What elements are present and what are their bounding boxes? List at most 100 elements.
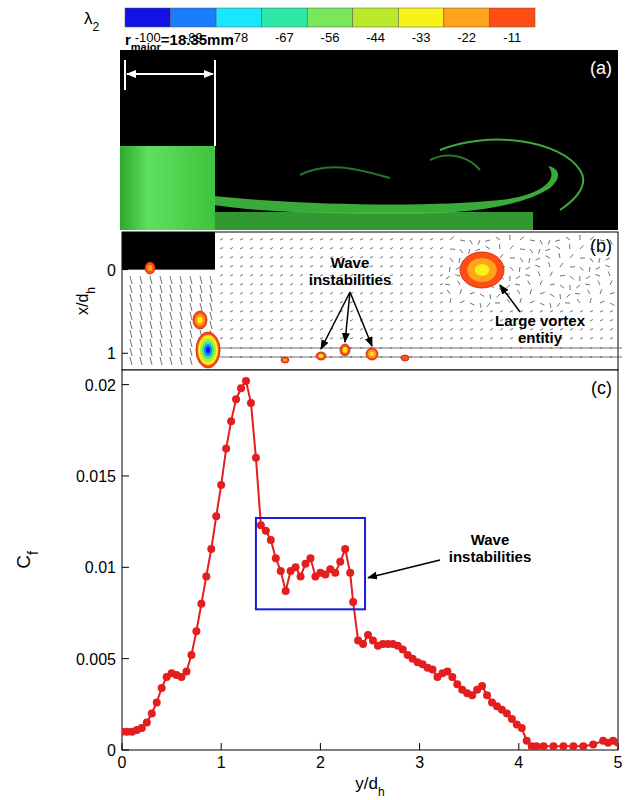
vector-arrow (400, 311, 403, 313)
cf-point (331, 569, 339, 577)
vector-arrow (170, 330, 172, 338)
vector-arrow (520, 258, 523, 262)
vector-arrow (410, 302, 413, 304)
vortex-contour (368, 350, 376, 358)
vector-arrow (410, 257, 413, 259)
cf-point (242, 377, 250, 385)
vector-arrow (310, 320, 313, 322)
vector-arrow (340, 302, 343, 304)
vector-arrow (450, 258, 453, 262)
vector-arrow (490, 294, 492, 299)
vector-arrow (160, 330, 162, 338)
x-tick-mark (419, 743, 420, 750)
vector-arrow (480, 311, 483, 313)
cf-point (483, 691, 491, 699)
vector-arrow (486, 246, 490, 249)
vector-arrow (586, 276, 590, 279)
vector-arrow (600, 301, 605, 303)
vector-arrow (450, 320, 453, 322)
dye-jet (120, 146, 215, 230)
vector-arrow (340, 329, 343, 331)
vector-arrow (370, 329, 373, 331)
vector-arrow (380, 239, 383, 241)
subscript: h (84, 287, 98, 294)
vector-arrow (220, 311, 223, 313)
annotation-arrow (321, 292, 350, 349)
vector-arrow (250, 338, 253, 340)
vector-arrow (520, 249, 525, 250)
y-tick-mark (122, 567, 129, 568)
vector-arrow (260, 338, 263, 340)
vector-arrow (610, 357, 622, 358)
annotation-line: instabilities (449, 548, 532, 565)
vector-arrow (270, 275, 273, 277)
vector-arrow (180, 321, 182, 329)
vector-arrow (190, 276, 192, 284)
vector-arrow (440, 311, 443, 313)
vector-arrow (390, 293, 393, 295)
vector-arrow (510, 245, 513, 249)
y-tick-label: 0.005 (76, 651, 116, 668)
vector-arrow (446, 276, 450, 279)
vector-arrow (230, 338, 233, 340)
vector-arrow (420, 302, 423, 304)
vortex-contour (204, 344, 212, 356)
cf-point (346, 569, 354, 577)
vector-arrow (300, 266, 303, 268)
vector-arrow (150, 321, 152, 329)
vector-arrow (310, 338, 313, 340)
vector-arrow (599, 258, 600, 263)
colorbar-tick-label: -56 (321, 30, 340, 45)
vector-arrow (565, 302, 570, 303)
vector-arrow (180, 312, 182, 320)
vector-arrow (170, 339, 172, 347)
vector-arrow (160, 294, 162, 302)
vector-arrow (360, 338, 363, 340)
vector-arrow (450, 338, 453, 340)
dimension-tick (124, 60, 126, 90)
vector-arrow (549, 262, 550, 267)
vector-arrow (290, 275, 293, 277)
vector-arrow (180, 339, 182, 347)
vector-arrow (340, 338, 343, 340)
vector-arrow (390, 257, 393, 259)
vector-arrow (130, 357, 132, 365)
vector-arrow (170, 285, 172, 293)
tick-mark (122, 353, 128, 354)
vector-arrow (260, 239, 263, 241)
vector-arrow (350, 311, 353, 313)
vector-arrow (290, 266, 293, 268)
vector-arrow (509, 235, 510, 240)
vector-arrow (320, 239, 323, 241)
vector-arrow (370, 320, 373, 322)
y-tick-mark (122, 384, 129, 385)
cf-point (143, 719, 151, 727)
x-tick-mark (221, 743, 222, 750)
vector-arrow (496, 237, 500, 240)
cf-point (336, 558, 344, 566)
vortex-contour (366, 348, 378, 360)
vector-arrow (250, 239, 253, 241)
panel-letter: (c) (591, 378, 612, 398)
vector-arrow (430, 329, 433, 331)
tick-label: 0 (107, 262, 116, 279)
vector-arrow (538, 271, 540, 276)
vector-arrow (400, 320, 403, 322)
vector-arrow (320, 248, 323, 250)
vector-arrow (548, 240, 550, 245)
vector-arrow (470, 292, 475, 294)
vector-arrow (130, 303, 132, 311)
cf-point (247, 399, 255, 407)
cf-point (222, 445, 230, 453)
annotation-arrow (368, 560, 440, 578)
vector-arrow (380, 248, 383, 250)
vector-arrow (200, 276, 202, 284)
vector-arrow (557, 303, 560, 307)
vector-arrow (560, 285, 564, 288)
vector-arrow (280, 320, 283, 322)
text-rest: =18.35mm (161, 31, 234, 48)
vector-arrow (190, 330, 192, 338)
vector-arrow (260, 293, 263, 295)
vector-arrow (550, 294, 554, 297)
vector-arrow (370, 338, 373, 340)
